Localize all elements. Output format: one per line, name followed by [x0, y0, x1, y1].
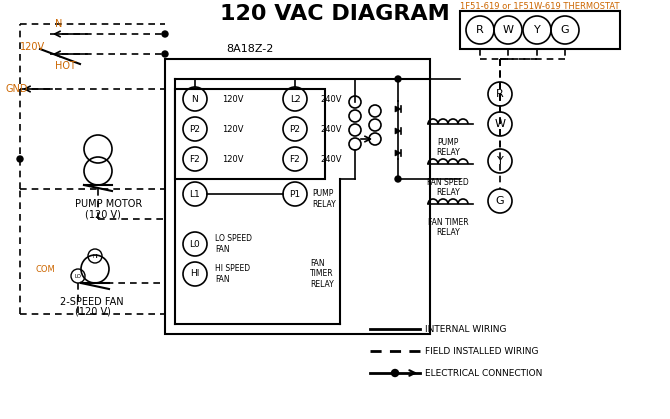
Text: 120V: 120V [20, 42, 45, 52]
Text: Y: Y [496, 156, 503, 166]
Text: PUMP
RELAY: PUMP RELAY [436, 138, 460, 158]
Circle shape [391, 370, 399, 377]
Text: HI: HI [92, 253, 98, 259]
Text: P1: P1 [289, 189, 301, 199]
Text: 120V: 120V [222, 124, 243, 134]
Text: R: R [496, 89, 504, 99]
Text: L1: L1 [190, 189, 200, 199]
Circle shape [162, 31, 168, 37]
Text: P2: P2 [289, 124, 301, 134]
Text: 240V: 240V [320, 124, 342, 134]
Text: FAN
TIMER
RELAY: FAN TIMER RELAY [310, 259, 334, 289]
Text: 2-SPEED FAN: 2-SPEED FAN [60, 297, 124, 307]
Text: HI SPEED
FAN: HI SPEED FAN [215, 264, 250, 284]
Text: 120 VAC DIAGRAM: 120 VAC DIAGRAM [220, 4, 450, 24]
Text: L0: L0 [190, 240, 200, 248]
Text: 240V: 240V [320, 155, 342, 163]
Circle shape [395, 176, 401, 182]
Text: FAN SPEED
RELAY: FAN SPEED RELAY [427, 178, 469, 197]
Circle shape [162, 51, 168, 57]
Text: L2: L2 [289, 95, 300, 103]
Text: F2: F2 [289, 155, 300, 163]
Text: 120V: 120V [222, 95, 243, 103]
Text: PUMP MOTOR: PUMP MOTOR [75, 199, 142, 209]
Text: G: G [561, 25, 570, 35]
Text: Y: Y [533, 25, 541, 35]
Text: W: W [502, 25, 513, 35]
Text: COM: COM [36, 264, 55, 274]
Text: F2: F2 [190, 155, 200, 163]
Text: LO: LO [74, 274, 82, 279]
Text: 240V: 240V [320, 95, 342, 103]
Text: N: N [55, 19, 62, 29]
FancyBboxPatch shape [460, 11, 620, 49]
Polygon shape [395, 128, 401, 134]
Text: PUMP
RELAY: PUMP RELAY [312, 189, 336, 209]
Text: 120V: 120V [222, 155, 243, 163]
Text: 1F51-619 or 1F51W-619 THERMOSTAT: 1F51-619 or 1F51W-619 THERMOSTAT [460, 2, 620, 10]
Text: FIELD INSTALLED WIRING: FIELD INSTALLED WIRING [425, 347, 539, 355]
Text: (120 V): (120 V) [85, 209, 121, 219]
Text: INTERNAL WIRING: INTERNAL WIRING [425, 324, 507, 334]
Text: W: W [494, 119, 505, 129]
Circle shape [395, 76, 401, 82]
Text: P2: P2 [190, 124, 200, 134]
Text: N: N [192, 95, 198, 103]
Text: 8A18Z-2: 8A18Z-2 [226, 44, 273, 54]
Text: GND: GND [5, 84, 27, 94]
Text: LO SPEED
FAN: LO SPEED FAN [215, 234, 252, 253]
Text: ELECTRICAL CONNECTION: ELECTRICAL CONNECTION [425, 368, 543, 378]
Text: R: R [476, 25, 484, 35]
Text: HI: HI [190, 269, 200, 279]
Text: FAN TIMER
RELAY: FAN TIMER RELAY [427, 218, 468, 238]
Polygon shape [395, 150, 401, 156]
Text: (120 V): (120 V) [75, 307, 111, 317]
FancyBboxPatch shape [165, 59, 430, 334]
FancyBboxPatch shape [175, 89, 325, 179]
Text: HOT: HOT [55, 61, 76, 71]
Polygon shape [395, 106, 401, 112]
Text: G: G [496, 196, 505, 206]
Circle shape [17, 156, 23, 162]
